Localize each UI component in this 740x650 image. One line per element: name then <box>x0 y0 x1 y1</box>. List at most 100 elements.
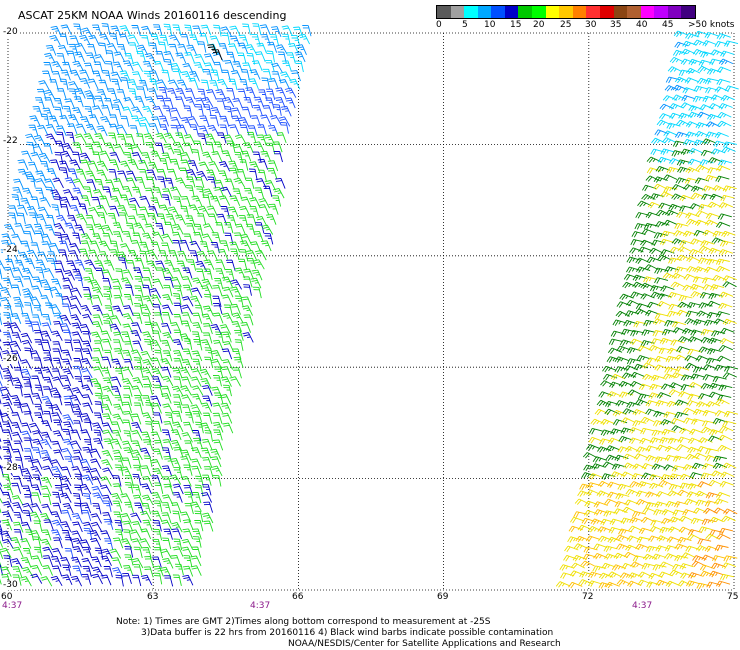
wind-barb <box>12 186 23 198</box>
wind-barb <box>676 211 691 218</box>
wind-barb <box>269 34 279 46</box>
wind-barb <box>684 355 699 362</box>
wind-barb <box>11 412 22 424</box>
wind-barb <box>218 170 229 182</box>
wind-barb <box>133 464 143 477</box>
wind-barb <box>110 195 121 207</box>
wind-barb <box>662 137 677 144</box>
wind-barb <box>182 519 194 530</box>
wind-barb <box>161 340 172 352</box>
wind-barb <box>634 223 649 230</box>
wind-barb <box>113 143 125 155</box>
wind-barb <box>275 87 287 99</box>
wind-barb <box>715 175 730 183</box>
wind-barb <box>592 565 607 573</box>
wind-barb <box>635 257 650 264</box>
wind-barb <box>151 116 162 128</box>
wind-barb <box>620 427 635 435</box>
wind-barb <box>120 538 133 549</box>
wind-barb <box>232 188 243 200</box>
wind-barb <box>136 44 149 56</box>
wind-barb <box>53 394 63 406</box>
wind-barb <box>703 507 718 515</box>
wind-barb <box>102 377 114 389</box>
wind-barb <box>110 71 123 83</box>
wind-barb <box>75 123 87 135</box>
wind-barb <box>598 572 614 580</box>
wind-barb <box>62 428 72 441</box>
wind-barb <box>212 302 223 315</box>
wind-barb <box>92 141 103 153</box>
wind-barb <box>58 249 68 261</box>
wind-barb <box>45 133 57 144</box>
wind-barb <box>74 376 84 388</box>
wind-barb <box>623 273 639 281</box>
wind-barb <box>702 40 717 47</box>
wind-barb <box>717 159 733 166</box>
wind-barb <box>102 512 113 524</box>
wind-barb <box>598 535 613 543</box>
wind-barb <box>109 249 120 261</box>
wind-barb <box>158 250 168 262</box>
wind-barb <box>145 402 154 414</box>
wind-barb <box>664 85 679 92</box>
wind-barb <box>185 88 196 100</box>
wind-barb <box>705 87 720 94</box>
wind-barb <box>194 223 204 236</box>
wind-barb <box>24 455 34 467</box>
wind-barb <box>229 241 241 253</box>
wind-barb <box>0 380 3 387</box>
wind-barb <box>23 293 34 305</box>
wind-barb <box>655 209 671 216</box>
wind-barb <box>40 576 53 587</box>
wind-barb <box>71 512 83 524</box>
wind-barb <box>263 134 276 145</box>
wind-barb <box>144 187 155 199</box>
wind-barb <box>712 555 727 562</box>
wind-barb <box>131 413 142 425</box>
wind-barb <box>259 24 271 35</box>
wind-barb <box>34 412 44 424</box>
wind-barb <box>61 509 72 521</box>
wind-barb <box>203 501 214 513</box>
wind-barb <box>55 125 67 137</box>
wind-barb <box>181 304 193 315</box>
wind-barb <box>51 412 63 423</box>
wind-barb <box>180 195 191 207</box>
wind-barb <box>43 519 54 531</box>
wind-barb <box>616 579 631 586</box>
wind-barb <box>211 151 223 162</box>
wind-barb <box>665 76 680 84</box>
wind-barb <box>142 519 153 531</box>
wind-barb <box>23 410 34 422</box>
wind-barb <box>10 313 22 324</box>
wind-barb <box>161 267 174 279</box>
wind-barb <box>51 519 64 530</box>
wind-barb <box>674 266 689 274</box>
wind-barb <box>151 231 164 242</box>
wind-barb <box>719 573 734 581</box>
wind-barb <box>70 287 82 298</box>
wind-barb <box>115 574 124 587</box>
wind-barb <box>173 358 184 370</box>
wind-barb <box>20 576 32 587</box>
wind-barb <box>711 237 726 244</box>
wind-barb <box>674 41 689 49</box>
wind-barb <box>41 241 52 253</box>
wind-barb <box>191 528 202 540</box>
wind-barb <box>40 485 52 497</box>
wind-barb <box>180 159 191 171</box>
wind-barb <box>2 402 14 413</box>
wind-barb <box>99 195 110 207</box>
wind-barb <box>649 525 664 533</box>
wind-barb <box>44 97 55 109</box>
wind-barb <box>89 529 101 541</box>
wind-barb <box>125 133 136 146</box>
wind-barb <box>44 302 54 314</box>
wind-barb <box>665 355 680 363</box>
wind-barb <box>682 509 697 516</box>
wind-barb <box>140 34 150 47</box>
wind-barb <box>670 339 685 346</box>
wind-barb <box>224 178 235 190</box>
wind-barb <box>72 521 83 533</box>
